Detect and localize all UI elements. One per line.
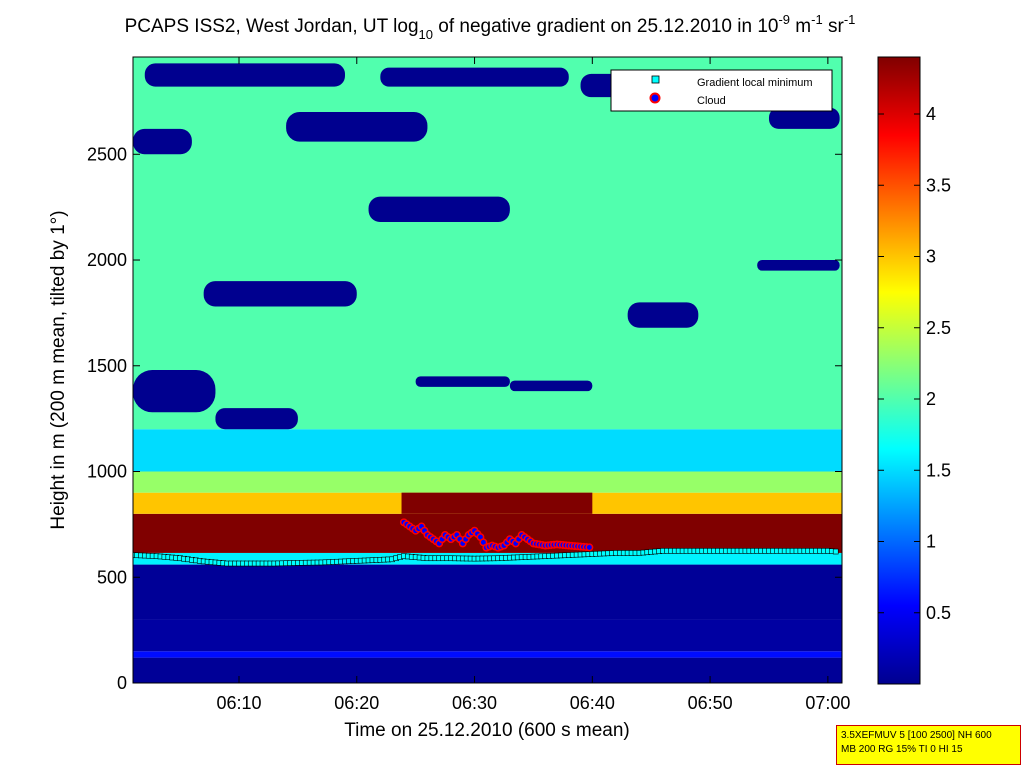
x-axis-label: Time on 25.12.2010 (600 s mean) [344, 720, 630, 741]
heatmap-layer-0 [133, 657, 842, 683]
heatmap-layer-8 [133, 429, 842, 472]
y-tick-label: 500 [97, 567, 127, 587]
dark-patch-8 [286, 111, 428, 142]
dark-patch-1 [215, 408, 298, 430]
dark-patch-5 [627, 302, 699, 328]
dark-patch-13 [768, 107, 840, 129]
colorbar-tick-label: 0.5 [926, 603, 951, 623]
colorbar-tick-label: 2.5 [926, 318, 951, 338]
x-tick-label: 06:10 [216, 693, 261, 713]
title-unit1: m [790, 16, 811, 37]
y-tick-label: 0 [117, 673, 127, 693]
x-tick-label: 07:00 [805, 693, 850, 713]
y-axis-label: Height in m (200 m mean, tilted by 1°) [48, 210, 69, 529]
y-tick-label: 2000 [87, 250, 127, 270]
legend-cloud-label: Cloud [697, 95, 726, 107]
heatmap-layer-7 [133, 471, 842, 493]
heatmap-layer-3 [133, 564, 842, 620]
y-tick-label: 1500 [87, 356, 127, 376]
y-axis: 0 500 1000 1500 2000 2500 [87, 144, 842, 693]
dark-patch-2 [203, 281, 357, 307]
title-sub10: 10 [419, 27, 433, 42]
legend-minimum-marker [651, 75, 660, 84]
colorbar [877, 56, 921, 685]
heatmap-layer-9 [133, 57, 842, 430]
y-tick-label: 2500 [87, 144, 127, 164]
title-exp1: -9 [778, 12, 790, 27]
plot-frame [132, 56, 843, 684]
legend-cloud-marker [649, 92, 661, 104]
info-line-1: 3.5XEFMUV 5 [100 2500] NH 600 [841, 730, 992, 741]
dark-patch-0 [133, 370, 216, 413]
heatmap-layer-2 [133, 619, 842, 652]
cloud-block [401, 492, 593, 514]
cloud-point [585, 543, 594, 552]
dark-patch-6 [757, 260, 840, 271]
title-unit2: sr [823, 16, 845, 37]
title-main: PCAPS ISS2, West Jordan, UT log [125, 16, 419, 37]
heatmap-layer [133, 57, 842, 683]
title-exp2: -1 [811, 12, 823, 27]
colorbar-tick-label: 4 [926, 104, 936, 124]
legend: Gradient local minimum Cloud [610, 69, 833, 112]
colorbar-tick-label: 3.5 [926, 175, 951, 195]
legend-minimum-label: Gradient local minimum [697, 77, 813, 89]
colorbar-tick-label: 1 [926, 532, 936, 552]
x-tick-label: 06:30 [452, 693, 497, 713]
dark-patch-3 [415, 376, 510, 387]
dark-patch-10 [144, 63, 345, 87]
minimum-point [832, 548, 839, 555]
colorbar-tick-label: 2 [926, 389, 936, 409]
dark-patch-11 [380, 67, 569, 87]
title-mid: of negative gradient on 25.12.2010 in 10 [433, 16, 778, 37]
x-axis: 06:10 06:20 06:30 06:40 06:50 07:00 [216, 57, 850, 713]
colorbar-tick-label: 1.5 [926, 460, 951, 480]
x-tick-label: 06:20 [334, 693, 379, 713]
dark-patch-7 [368, 196, 510, 222]
dark-patch-4 [509, 380, 593, 392]
chart-title: PCAPS ISS2, West Jordan, UT log10 of neg… [125, 12, 856, 42]
heatmap-layer-1 [133, 651, 842, 658]
colorbar-axis: 0.5 1 1.5 2 2.5 3 3.5 4 [878, 104, 951, 623]
dark-patch-9 [133, 128, 192, 155]
x-tick-label: 06:50 [688, 693, 733, 713]
info-line-2: MB 200 RG 15% TI 0 HI 15 [841, 744, 963, 755]
title-exp3: -1 [844, 12, 856, 27]
legend-box [610, 69, 833, 112]
info-box: 3.5XEFMUV 5 [100 2500] NH 600 MB 200 RG … [836, 725, 1021, 765]
x-tick-label: 06:40 [570, 693, 615, 713]
y-tick-label: 1000 [87, 462, 127, 482]
colorbar-tick-label: 3 [926, 247, 936, 267]
series-layer [133, 518, 839, 567]
